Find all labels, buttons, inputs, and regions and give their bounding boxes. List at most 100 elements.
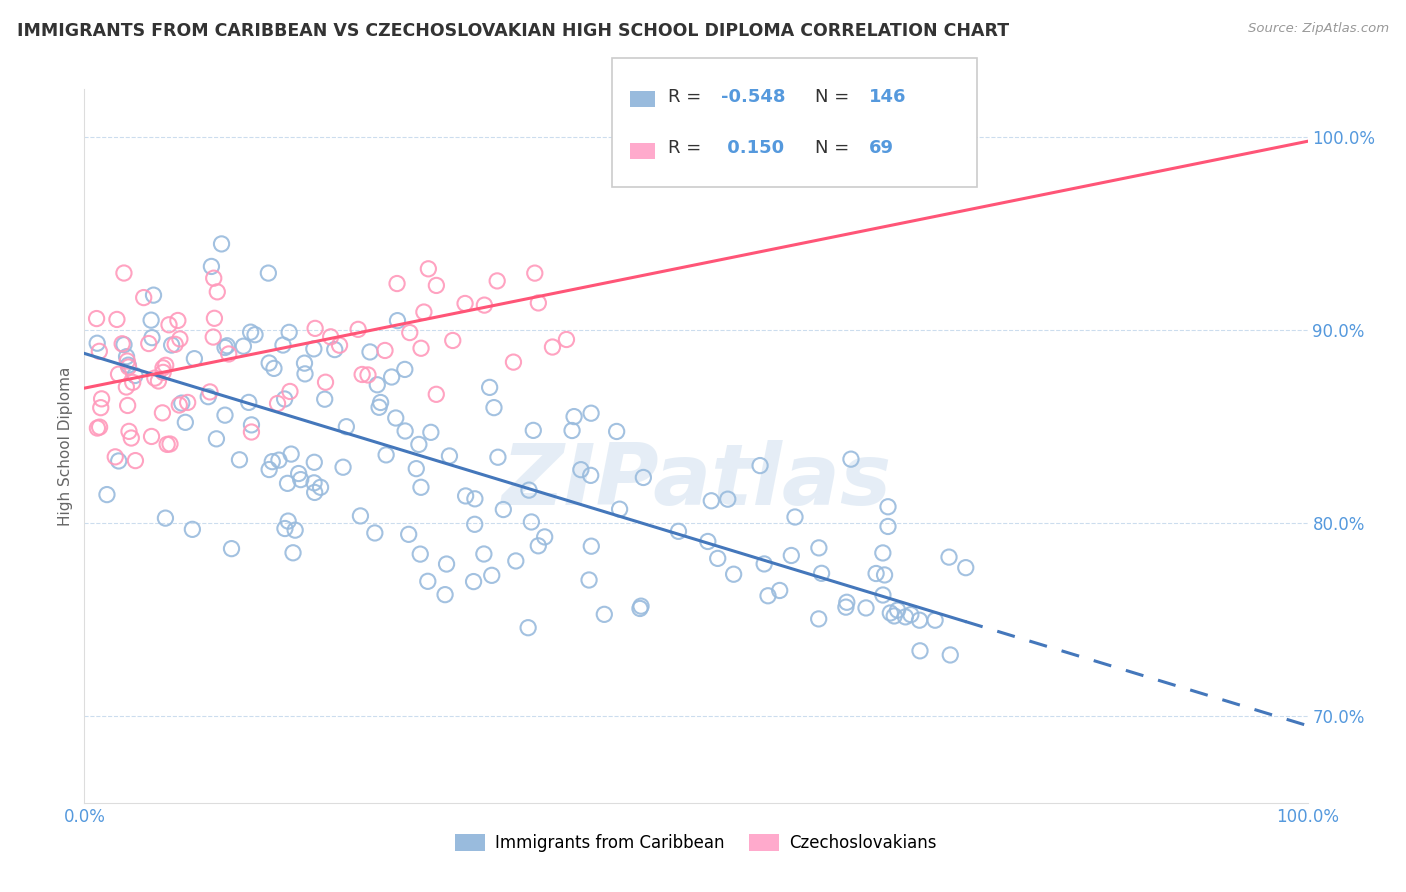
Point xyxy=(706,551,728,566)
Point xyxy=(865,566,887,581)
Point xyxy=(486,274,509,288)
Point xyxy=(835,600,858,615)
Point xyxy=(562,409,585,424)
Point xyxy=(155,359,177,373)
Point xyxy=(118,425,141,439)
Text: ZIPatlas: ZIPatlas xyxy=(501,440,891,524)
Point xyxy=(107,454,129,468)
Point xyxy=(364,525,387,540)
Point xyxy=(464,491,486,506)
Point xyxy=(183,351,205,366)
Point xyxy=(405,461,427,475)
Text: 146: 146 xyxy=(869,87,907,105)
Point xyxy=(359,345,381,359)
Point xyxy=(86,336,108,351)
Point xyxy=(263,361,285,376)
Point xyxy=(143,371,166,385)
Point xyxy=(124,453,146,467)
Point xyxy=(304,455,326,469)
Y-axis label: High School Diploma: High School Diploma xyxy=(58,367,73,525)
Point xyxy=(419,425,441,440)
Point xyxy=(132,291,155,305)
Point xyxy=(112,266,135,280)
Point xyxy=(105,312,128,326)
Point xyxy=(165,337,187,351)
Point xyxy=(505,554,527,568)
Point xyxy=(835,595,858,609)
Point xyxy=(217,339,239,353)
Point xyxy=(141,331,163,345)
Point xyxy=(138,336,160,351)
Point xyxy=(240,417,263,432)
Point xyxy=(277,514,299,528)
Text: 0.150: 0.150 xyxy=(721,139,785,157)
Point xyxy=(262,455,284,469)
Point xyxy=(323,343,346,357)
Point xyxy=(486,450,509,465)
Point xyxy=(481,568,503,582)
Point xyxy=(257,462,280,476)
Point xyxy=(394,424,416,438)
Text: N =: N = xyxy=(815,87,855,105)
Point xyxy=(463,574,485,589)
Point xyxy=(807,612,830,626)
Point xyxy=(139,313,162,327)
Point xyxy=(174,415,197,429)
Point xyxy=(409,480,432,494)
Point xyxy=(409,547,432,561)
Point xyxy=(756,589,779,603)
Point xyxy=(117,399,139,413)
Point xyxy=(117,359,139,374)
Point xyxy=(441,334,464,348)
Point xyxy=(717,492,740,507)
Point xyxy=(883,609,905,624)
Point xyxy=(115,350,138,364)
Point xyxy=(304,485,326,500)
Point xyxy=(257,356,280,370)
Point xyxy=(769,583,792,598)
Point xyxy=(290,473,312,487)
Point xyxy=(214,408,236,422)
Point xyxy=(89,420,111,434)
Point xyxy=(115,380,138,394)
Point xyxy=(198,384,221,399)
Legend: Immigrants from Caribbean, Czechoslovakians: Immigrants from Caribbean, Czechoslovaki… xyxy=(449,827,943,859)
Point xyxy=(111,336,134,351)
Text: -0.548: -0.548 xyxy=(721,87,786,105)
Point xyxy=(839,452,862,467)
Point xyxy=(169,332,191,346)
Point xyxy=(309,480,332,494)
Point xyxy=(276,476,298,491)
Point xyxy=(454,489,477,503)
Point xyxy=(696,534,718,549)
Point xyxy=(478,380,501,394)
Point xyxy=(117,358,139,372)
Point xyxy=(86,421,108,435)
Point xyxy=(855,601,877,615)
Point xyxy=(527,539,550,553)
Point xyxy=(257,266,280,280)
Point xyxy=(347,322,370,336)
Point xyxy=(160,338,183,352)
Point xyxy=(142,288,165,302)
Point xyxy=(181,522,204,536)
Point xyxy=(873,568,896,582)
Point xyxy=(202,330,225,344)
Point xyxy=(152,360,174,375)
Point xyxy=(700,493,723,508)
Point xyxy=(124,368,146,383)
Point xyxy=(281,546,304,560)
Point xyxy=(780,549,803,563)
Point xyxy=(156,437,179,451)
Point xyxy=(908,644,931,658)
Point xyxy=(357,368,380,382)
Point xyxy=(517,621,540,635)
Point xyxy=(205,432,228,446)
Point xyxy=(112,337,135,351)
Point xyxy=(352,368,374,382)
Point xyxy=(472,298,495,312)
Point xyxy=(284,523,307,537)
Point xyxy=(319,330,342,344)
Point xyxy=(939,648,962,662)
Point xyxy=(159,437,181,451)
